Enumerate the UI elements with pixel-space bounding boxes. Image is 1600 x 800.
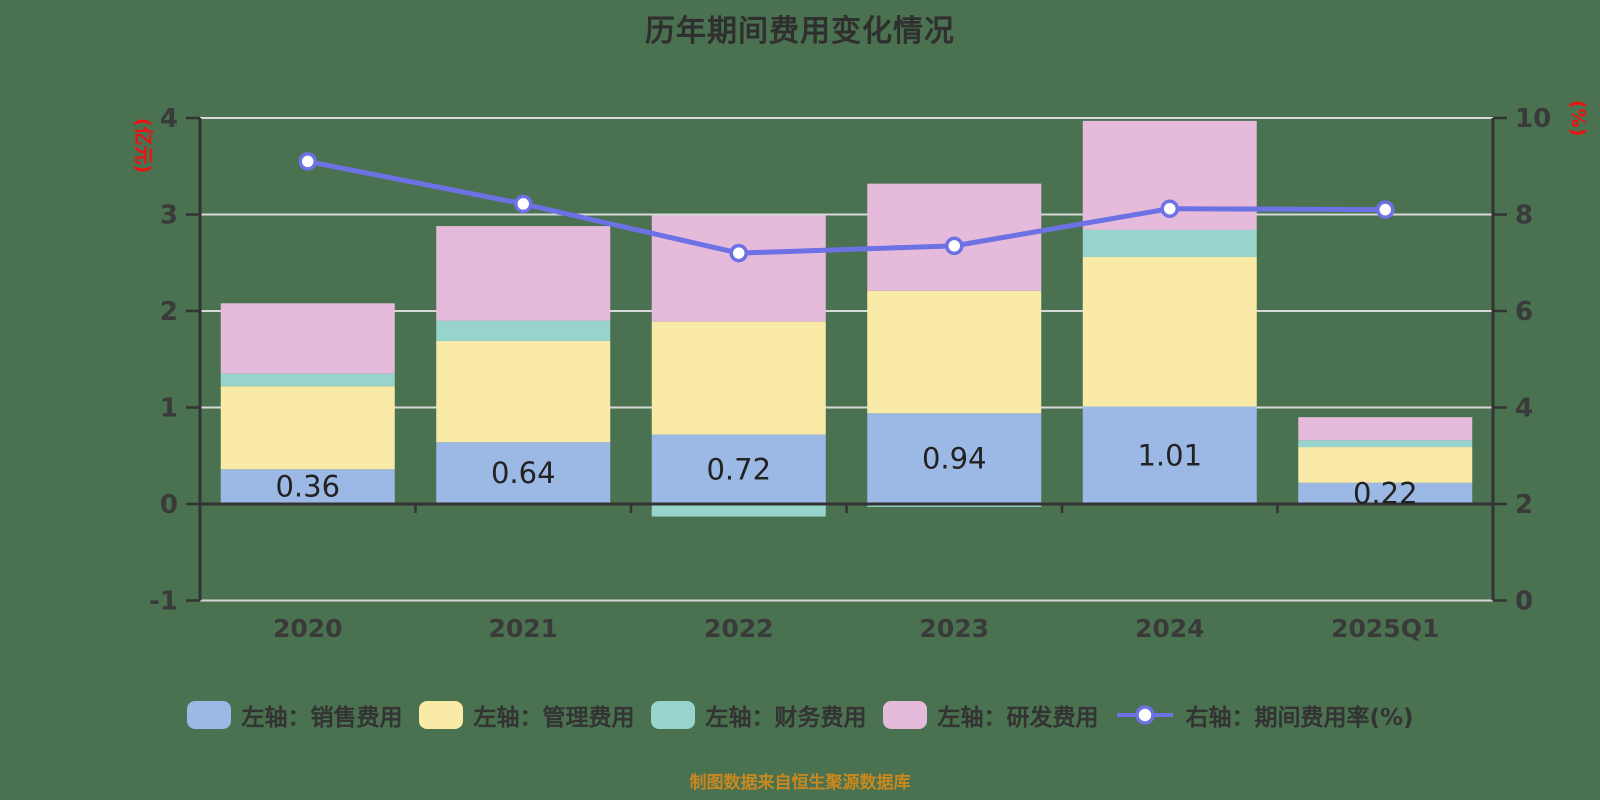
line-marker-2025Q1 (1376, 200, 1395, 219)
left-axis-tick-label: 2 (160, 297, 178, 327)
x-axis-label-2024: 2024 (1135, 614, 1205, 643)
right-axis-tick-label: 8 (1515, 201, 1533, 231)
expense-ratio-line (305, 158, 1388, 256)
data-source-note: 制图数据来自恒生聚源数据库 (689, 773, 911, 793)
right-axis-tick-label: 10 (1515, 104, 1551, 134)
bar-value-label-2021: 0.64 (491, 456, 556, 490)
bar-segment-2024-s1 (1082, 256, 1257, 407)
line-marker-2021 (514, 194, 533, 214)
line-marker-2024 (1160, 199, 1179, 218)
bar-value-label-2024: 1.01 (1137, 438, 1202, 472)
left-axis-tick-label: 0 (160, 490, 178, 520)
bar-segment-2021-s0 (436, 442, 611, 504)
bar-segment-2021-s1 (436, 340, 611, 443)
legend-item-admin-expense[interactable]: 左轴：管理费用 (418, 698, 634, 732)
bar-value-label-2025Q1: 0.22 (1353, 476, 1418, 510)
legend-label-admin-expense: 左轴：管理费用 (473, 705, 635, 731)
swatch-rect (419, 701, 464, 729)
bar-segment-2022-s1 (651, 321, 826, 435)
sales-expense-swatch-icon (187, 701, 232, 729)
bar-segment-2023-s0 (867, 413, 1042, 504)
right-axis-tick-label: 4 (1515, 394, 1533, 424)
left-axis-tick-label: 3 (160, 201, 178, 231)
bar-segment-2020-s1 (220, 386, 395, 470)
line-marker-2020 (298, 152, 317, 171)
legend-item-rd-expense[interactable]: 左轴：研发费用 (882, 698, 1098, 732)
admin-expense-swatch-icon (419, 701, 464, 729)
bar-segment-2025Q1-s1 (1298, 447, 1473, 483)
legend-label-sales-expense: 左轴：销售费用 (241, 705, 403, 731)
bar-segment-2022-s2 (651, 504, 826, 517)
right-axis-tick-label: 0 (1515, 587, 1533, 617)
bar-value-label-2022: 0.72 (706, 452, 771, 486)
right-axis-tick-label: 2 (1515, 490, 1533, 520)
bar-segment-2024-s2 (1082, 229, 1257, 257)
left-axis-tick-label: 4 (160, 104, 178, 134)
x-axis-label-2021: 2021 (488, 614, 558, 643)
bar-segment-2025Q1-s3 (1298, 417, 1473, 441)
x-axis-label-2023: 2023 (919, 614, 989, 643)
left-axis-tick-label: -1 (149, 587, 178, 617)
legend-label-rd-expense: 左轴：研发费用 (937, 705, 1099, 731)
legend-label-expense-ratio: 右轴：期间费用率(%) (1185, 705, 1414, 731)
bar-segment-2023-s1 (867, 290, 1042, 414)
bar-segment-2020-s2 (220, 373, 395, 387)
legend-item-sales-expense[interactable]: 左轴：销售费用 (186, 698, 402, 732)
bar-segment-2024-s0 (1082, 406, 1257, 504)
right-axis-unit-label: (%) (1567, 100, 1589, 136)
legend-item-finance-expense[interactable]: 左轴：财务费用 (650, 698, 866, 732)
finance-expense-swatch-icon (651, 701, 696, 729)
bar-segment-2020-s0 (220, 469, 395, 504)
line-marker-2022 (729, 243, 748, 263)
bar-segment-2022-s0 (651, 434, 826, 504)
x-axis-label-2020: 2020 (273, 614, 343, 643)
swatch-rect (651, 701, 696, 729)
bar-segment-2020-s3 (220, 303, 395, 374)
left-axis-unit-label: (亿元) (132, 118, 155, 173)
left-axis-tick-label: 1 (160, 394, 178, 424)
legend-line-dot (1135, 705, 1156, 725)
legend-label-finance-expense: 左轴：财务费用 (705, 705, 867, 731)
x-axis-label-2025Q1: 2025Q1 (1331, 614, 1439, 643)
bar-segment-2021-s2 (436, 320, 611, 341)
x-axis-label-2022: 2022 (704, 614, 774, 643)
right-axis-tick-label: 6 (1515, 297, 1533, 327)
swatch-rect (883, 701, 928, 729)
bar-value-label-2023: 0.94 (922, 442, 987, 476)
bar-value-label-2020: 0.36 (275, 470, 340, 504)
bar-segment-2022-s3 (651, 215, 826, 322)
bar-segment-2025Q1-s2 (1298, 440, 1473, 448)
swatch-rect (187, 701, 232, 729)
bar-segment-2021-s3 (436, 226, 611, 321)
bar-segment-2025Q1-s0 (1298, 482, 1473, 504)
chart-title: 历年期间费用变化情况 (645, 14, 955, 49)
legend: 左轴：销售费用 左轴：管理费用 左轴：财务费用 左轴：研发费用 右轴： (0, 698, 1600, 732)
rd-expense-swatch-icon (883, 701, 928, 729)
legend-item-expense-ratio[interactable]: 右轴：期间费用率(%) (1114, 698, 1414, 732)
line-series-marker-icon (1117, 705, 1174, 725)
line-marker-2023 (945, 236, 964, 256)
